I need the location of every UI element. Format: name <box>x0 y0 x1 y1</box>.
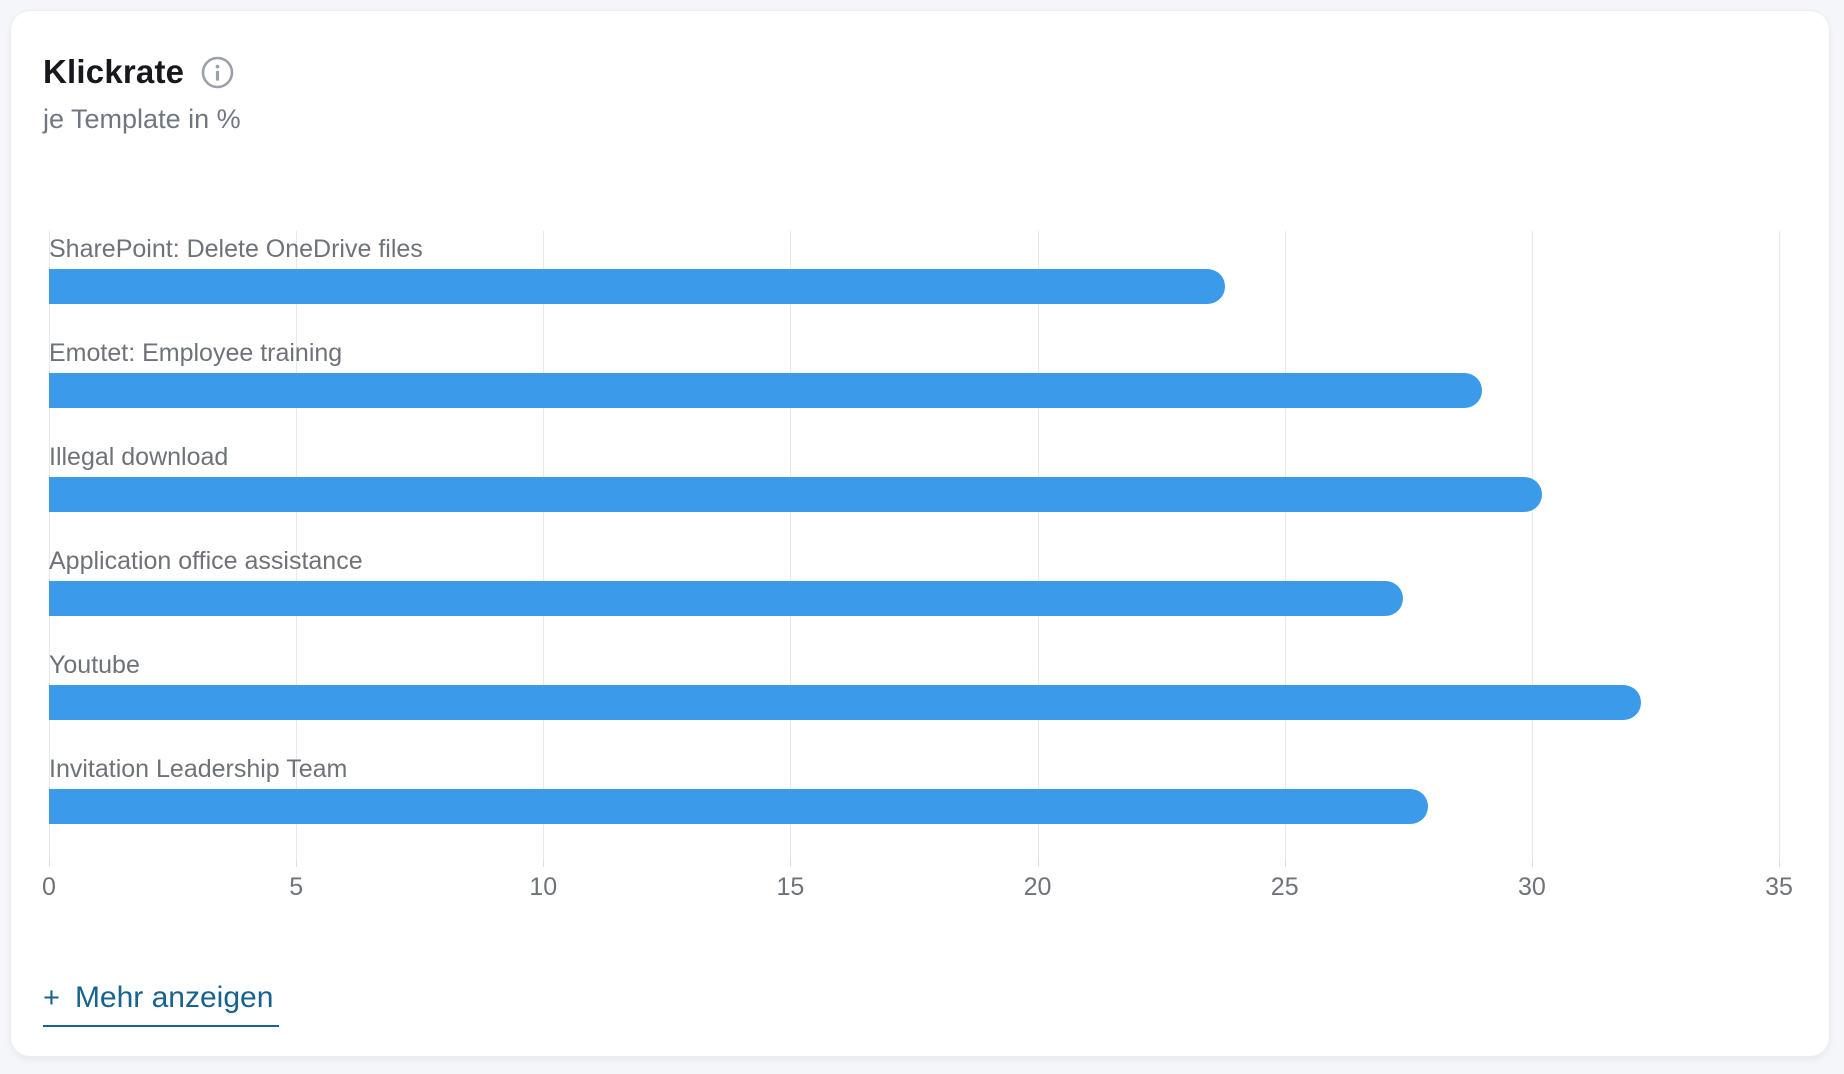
bar-label: Invitation Leadership Team <box>49 755 348 783</box>
bar[interactable] <box>49 373 1483 408</box>
gridline <box>1284 231 1286 859</box>
x-axis-tick-label: 30 <box>1517 873 1546 901</box>
x-axis-tick-label: 15 <box>776 873 805 901</box>
axis-tick <box>1779 859 1780 867</box>
axis-tick <box>543 859 545 867</box>
bar-label: Emotet: Employee training <box>49 339 343 367</box>
gridline <box>49 231 50 859</box>
card-header: Klickrate <box>43 53 234 91</box>
x-axis-tick-label: 35 <box>1765 873 1793 901</box>
x-axis-tick-label: 0 <box>42 873 56 901</box>
bar[interactable] <box>49 789 1429 824</box>
bar-label: Application office assistance <box>49 547 363 575</box>
bar-label: Illegal download <box>49 443 229 471</box>
klickrate-card: Klickrate je Template in % SharePoint: D… <box>10 10 1830 1057</box>
bar[interactable] <box>49 269 1226 304</box>
plus-icon: + <box>43 982 60 1014</box>
chart-rows: SharePoint: Delete OneDrive files Emotet:… <box>49 231 1779 859</box>
bar[interactable] <box>49 685 1641 720</box>
axis-tick <box>790 859 792 867</box>
bar-label: SharePoint: Delete OneDrive files <box>49 235 423 263</box>
axis-tick <box>1531 859 1533 867</box>
gridline <box>790 231 792 859</box>
x-axis-tick-label: 5 <box>289 873 304 901</box>
axis-tick <box>1284 859 1286 867</box>
chart-row: Emotet: Employee training <box>49 339 1779 443</box>
show-more-label: Mehr anzeigen <box>74 981 274 1014</box>
chart-row: SharePoint: Delete OneDrive files <box>49 235 1779 339</box>
x-axis-tick-label: 10 <box>529 873 558 901</box>
x-axis: 0 5 10 15 20 25 30 35 <box>42 867 1793 907</box>
card-title: Klickrate <box>43 53 185 90</box>
x-axis-tick-label: 20 <box>1023 873 1052 901</box>
bar-label: Youtube <box>49 651 140 679</box>
axis-tick <box>49 859 50 867</box>
gridline <box>1779 231 1780 859</box>
bar[interactable] <box>49 477 1542 512</box>
gridline <box>543 231 545 859</box>
show-more-link[interactable]: + Mehr anzeigen <box>43 981 280 1027</box>
axis-tick <box>296 859 298 867</box>
chart-row: Youtube <box>49 651 1779 755</box>
chart-row: Invitation Leadership Team <box>49 755 1779 859</box>
bar-chart: SharePoint: Delete OneDrive files Emotet:… <box>49 231 1780 867</box>
card-subtitle: je Template in % <box>43 104 241 134</box>
gridline <box>1531 231 1533 859</box>
gridline <box>296 231 298 859</box>
chart-row: Illegal download <box>49 443 1779 547</box>
bar[interactable] <box>49 581 1404 616</box>
chart-row: Application office assistance <box>49 547 1779 651</box>
x-axis-tick-label: 25 <box>1270 873 1299 901</box>
axis-tick <box>1037 859 1039 867</box>
info-icon[interactable] <box>201 56 234 89</box>
gridline <box>1037 231 1039 859</box>
